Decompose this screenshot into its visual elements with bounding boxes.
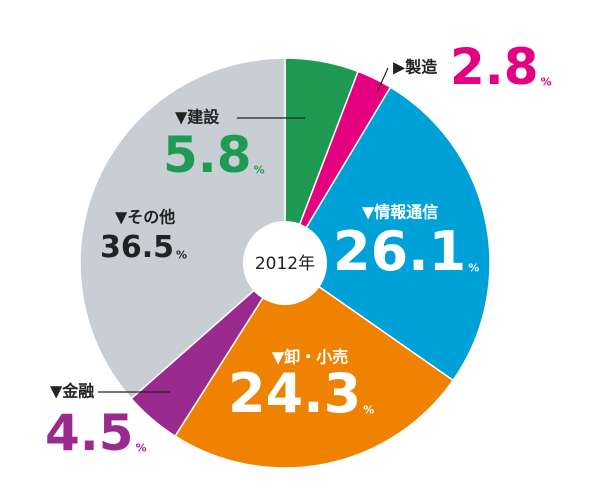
- value-unit: %: [136, 442, 147, 455]
- category-label: ▼その他: [115, 208, 175, 227]
- category-label: ▼情報通信: [362, 203, 438, 222]
- category-label: ▶製造: [393, 58, 438, 77]
- value-number: 4.5: [45, 404, 134, 462]
- value-number: 36.5: [100, 230, 174, 265]
- leader-line: [377, 67, 389, 91]
- center-hole: [243, 221, 327, 305]
- category-label: ▼建設: [175, 108, 220, 127]
- value-label: 36.5%: [100, 230, 187, 265]
- wedge: [174, 261, 455, 469]
- value-number: 2.8: [450, 38, 539, 96]
- category-label: ▼金融: [50, 382, 94, 401]
- category-label: ▼卸・小売: [272, 348, 348, 367]
- wedge: [283, 86, 491, 382]
- value-unit: %: [468, 262, 479, 275]
- value-unit: %: [176, 249, 187, 262]
- wedge: [79, 57, 286, 400]
- value-label: 26.1%: [333, 220, 479, 283]
- value-label: 4.5%: [45, 404, 147, 462]
- wedges: [79, 57, 491, 469]
- value-label: 24.3%: [228, 362, 374, 425]
- value-unit: %: [254, 164, 265, 177]
- value-number: 24.3: [228, 362, 361, 425]
- value-unit: %: [363, 404, 374, 417]
- value-label: 5.8%: [163, 126, 265, 184]
- center-label: 2012年: [255, 254, 315, 274]
- value-unit: %: [541, 76, 552, 89]
- value-number: 26.1: [333, 220, 466, 283]
- value-number: 5.8: [163, 126, 252, 184]
- value-label: 2.8%: [450, 38, 552, 96]
